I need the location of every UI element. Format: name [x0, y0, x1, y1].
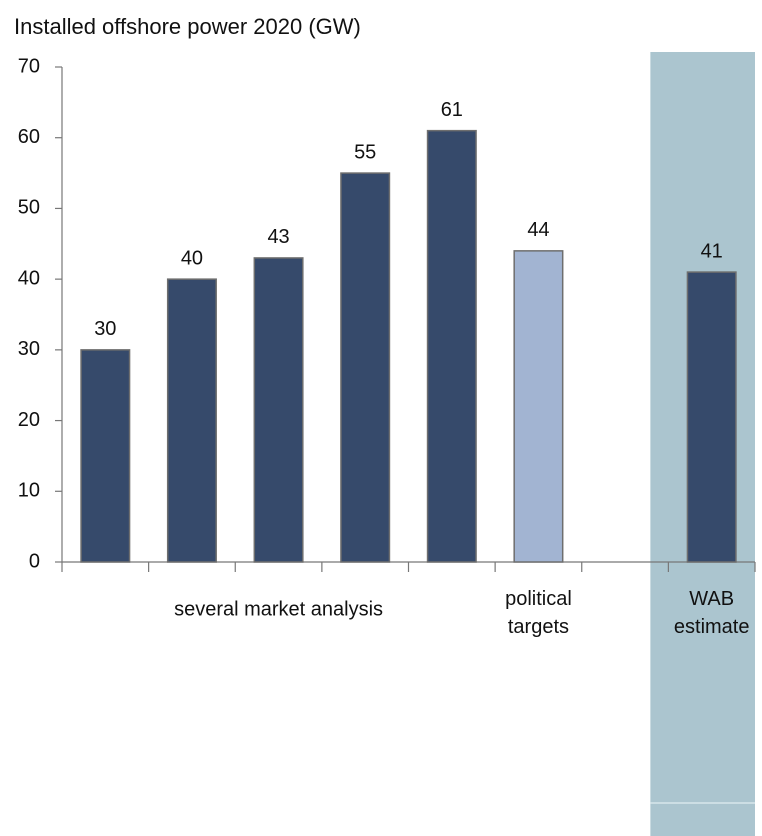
group-label-line: political [505, 588, 572, 610]
bar [253, 257, 304, 563]
group-label-line: WAB [689, 588, 734, 610]
group-label: several market analysis [174, 598, 383, 620]
y-tick-label: 0 [29, 550, 40, 572]
y-tick-label: 70 [18, 55, 40, 77]
group-label: political targets [505, 588, 572, 638]
chart-title: Installed offshore power 2020 (GW) [14, 14, 361, 39]
bar [513, 250, 564, 563]
bar [426, 129, 477, 563]
value-label: 30 [94, 318, 116, 340]
value-label: 44 [527, 219, 549, 241]
value-label: 61 [441, 99, 463, 121]
value-label: 43 [267, 226, 289, 248]
bar [340, 172, 391, 563]
group-label-line: targets [508, 616, 569, 638]
bar [166, 278, 217, 563]
y-tick-label: 40 [18, 267, 40, 289]
y-tick-label: 10 [18, 480, 40, 502]
group-label-line: estimate [674, 616, 750, 638]
y-tick-label: 50 [18, 197, 40, 219]
group-label: WAB estimate [674, 588, 750, 638]
value-label: 40 [181, 247, 203, 269]
y-tick-label: 20 [18, 409, 40, 431]
y-tick-label: 30 [18, 338, 40, 360]
value-label: 55 [354, 141, 376, 163]
bar [80, 349, 131, 563]
bar [686, 271, 737, 563]
value-label: 41 [701, 240, 723, 262]
y-tick-label: 60 [18, 126, 40, 148]
